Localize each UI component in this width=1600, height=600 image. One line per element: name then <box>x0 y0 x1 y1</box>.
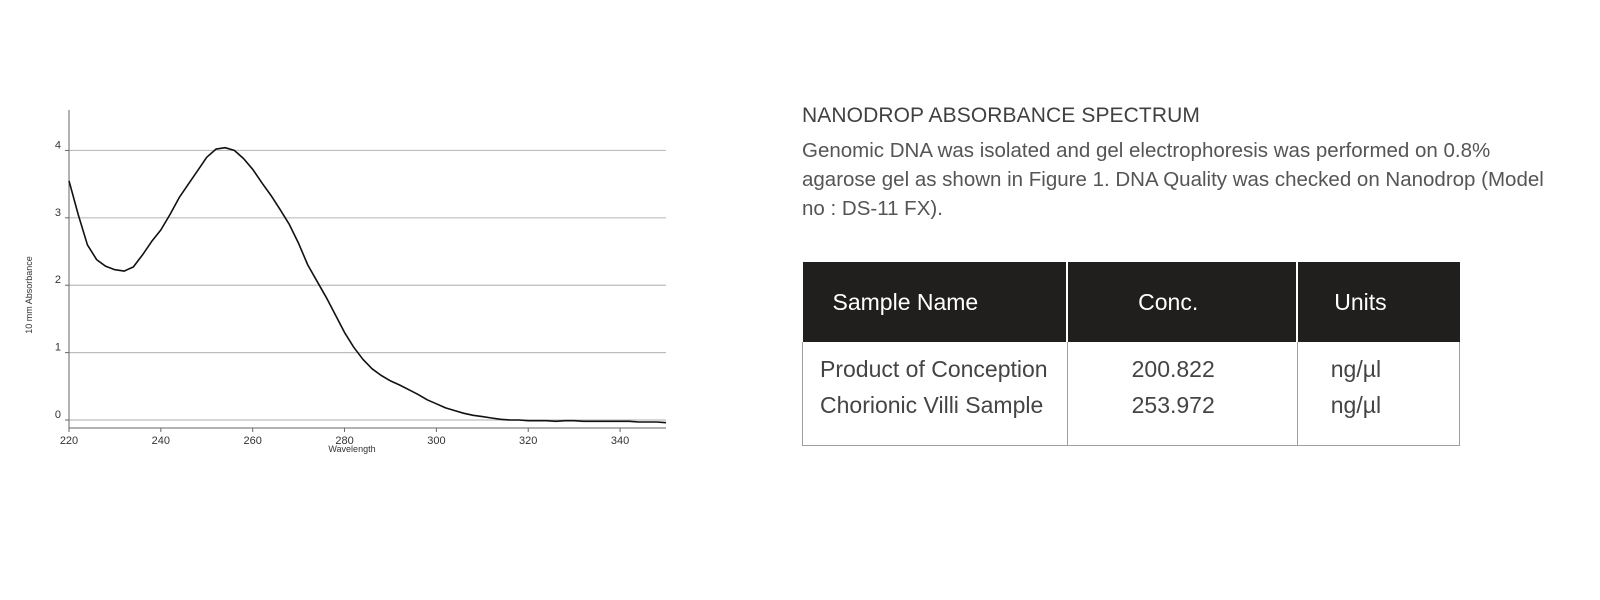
section-title: NANODROP ABSORBANCE SPECTRUM <box>802 104 1200 127</box>
y-tick-label: 0 <box>55 409 61 421</box>
table-header-row: Sample Name Conc. Units <box>802 262 1460 342</box>
header-units: Units <box>1297 262 1460 342</box>
y-tick-label: 3 <box>55 207 61 219</box>
table-row: Chorionic Villi Sample 253.972 ng/µl <box>802 386 1461 446</box>
header-conc: Conc. <box>1067 262 1299 342</box>
conc-cell: 253.972 <box>1066 386 1298 446</box>
sample-name-cell: Product of Conception <box>802 342 1068 386</box>
table-row: Product of Conception 200.822 ng/µl <box>802 342 1461 386</box>
x-tick-label: 240 <box>152 435 170 447</box>
absorbance-chart: 0 1 2 3 4 220 240 260 280 300 320 340 Wavelength 10 m… <box>24 110 667 454</box>
units-cell: ng/µl <box>1296 342 1461 386</box>
series-line <box>68 146 667 424</box>
x-tick-label: 340 <box>611 435 629 447</box>
conc-cell: 200.822 <box>1066 342 1298 386</box>
y-axis-title: 10 mm Absorbance <box>24 256 34 334</box>
sample-name-cell: Chorionic Villi Sample <box>802 386 1068 446</box>
description: Genomic DNA was isolated and gel electro… <box>802 139 1544 220</box>
units-cell: ng/µl <box>1296 386 1461 446</box>
x-tick-label: 320 <box>519 435 537 447</box>
info-panel: NANODROP ABSORBANCE SPECTRUM Genomic DNA… <box>802 104 1582 223</box>
y-tick-label: 1 <box>55 342 61 354</box>
x-tick-label: 260 <box>244 435 262 447</box>
x-tick-label: 300 <box>427 435 445 447</box>
header-sample-name: Sample Name <box>802 262 1069 342</box>
x-tick-label: 280 <box>335 435 353 447</box>
x-tick-label: 220 <box>60 435 78 447</box>
x-axis-title: Wavelength <box>328 444 375 454</box>
y-tick-label: 2 <box>55 274 61 286</box>
results-table: Sample Name Conc. Units Product of Conce… <box>802 262 1461 446</box>
y-tick-label: 4 <box>55 139 61 151</box>
